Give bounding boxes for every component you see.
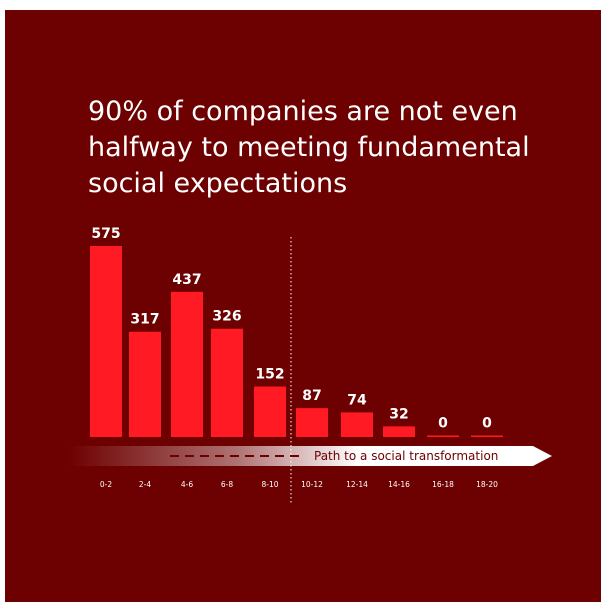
bar-4-6: [171, 291, 203, 437]
bar-16-18: [427, 435, 459, 437]
bar-8-10: [254, 386, 286, 437]
title-line-1: 90% of companies are not even: [88, 96, 518, 127]
bar-0-2: [90, 246, 122, 437]
value-label: 575: [91, 226, 120, 242]
tick-label: 4-6: [181, 480, 193, 489]
bar-18-20: [471, 435, 503, 437]
title-line-2: halfway to meeting fundamental: [88, 132, 530, 163]
bar-6-8: [211, 328, 243, 437]
value-label: 326: [212, 309, 241, 325]
tick-label: 2-4: [139, 480, 151, 489]
progress-arrow: Path to a social transformation: [68, 446, 552, 466]
value-label: 87: [302, 388, 321, 404]
bars: [90, 246, 503, 437]
arrow-label: Path to a social transformation: [314, 449, 498, 463]
bar-10-12: [296, 408, 328, 437]
value-label: 32: [389, 406, 408, 422]
value-label: 437: [172, 272, 201, 288]
title-line-3: social expectations: [88, 168, 348, 199]
tick-label: 0-2: [100, 480, 112, 489]
value-label: 0: [438, 416, 448, 432]
value-label: 152: [255, 367, 284, 383]
tick-label: 10-12: [301, 480, 323, 489]
value-label: 317: [130, 312, 159, 328]
arrow-shape: [68, 446, 552, 466]
value-label: 0: [482, 416, 492, 432]
tick-labels: 0-2 2-4 4-6 6-8 8-10 10-12 12-14 14-16 16-18 18-2…: [100, 480, 498, 489]
tick-label: 16-18: [432, 480, 454, 489]
chart-title: 90% of companies are not even halfway to…: [88, 94, 568, 202]
tick-label: 8-10: [261, 480, 278, 489]
tick-label: 6-8: [221, 480, 233, 489]
tick-label: 14-16: [388, 480, 410, 489]
bar-2-4: [129, 331, 161, 437]
value-label: 74: [347, 392, 367, 408]
bar-14-16: [383, 426, 415, 437]
tick-label: 18-20: [476, 480, 498, 489]
value-labels: 575 317 437 326 152 87 74 32 0 0: [91, 226, 492, 432]
bar-12-14: [341, 412, 373, 437]
tick-label: 12-14: [346, 480, 368, 489]
